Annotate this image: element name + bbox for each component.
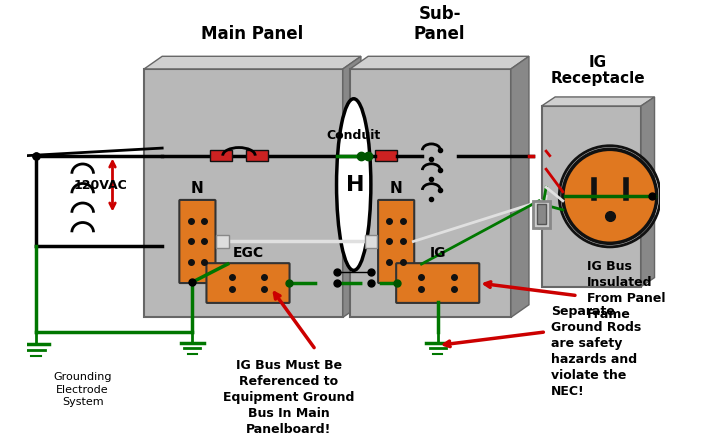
- Polygon shape: [144, 56, 361, 69]
- Circle shape: [563, 149, 657, 243]
- Polygon shape: [343, 56, 361, 317]
- Polygon shape: [542, 106, 641, 287]
- Bar: [365, 235, 377, 248]
- FancyBboxPatch shape: [207, 263, 290, 303]
- FancyBboxPatch shape: [378, 200, 414, 283]
- Text: H: H: [346, 175, 365, 194]
- Text: IG
Receptacle: IG Receptacle: [551, 55, 646, 86]
- Text: Conduit: Conduit: [327, 129, 381, 142]
- Bar: [246, 150, 268, 161]
- Bar: [217, 235, 229, 248]
- Text: N: N: [191, 181, 204, 196]
- Bar: [375, 150, 397, 161]
- Polygon shape: [144, 69, 343, 317]
- Bar: [533, 201, 550, 228]
- Polygon shape: [511, 56, 529, 317]
- FancyBboxPatch shape: [396, 263, 479, 303]
- Text: N: N: [390, 181, 402, 196]
- Text: EGC: EGC: [233, 245, 264, 260]
- Ellipse shape: [336, 99, 371, 270]
- Text: Main Panel: Main Panel: [201, 25, 304, 43]
- Text: IG Bus
Insulated
From Panel
Frame: IG Bus Insulated From Panel Frame: [587, 260, 665, 321]
- FancyBboxPatch shape: [179, 200, 215, 283]
- Polygon shape: [641, 97, 655, 287]
- Text: IG: IG: [430, 245, 446, 260]
- Text: 120VAC: 120VAC: [74, 179, 128, 191]
- Polygon shape: [542, 97, 655, 106]
- Text: IG Bus Must Be
Referenced to
Equipment Ground
Bus In Main
Panelboard!: IG Bus Must Be Referenced to Equipment G…: [223, 359, 354, 436]
- Bar: [537, 205, 546, 224]
- Text: Separate
Ground Rods
are safety
hazards and
violate the
NEC!: Separate Ground Rods are safety hazards …: [551, 305, 641, 398]
- Polygon shape: [350, 69, 511, 317]
- Bar: [210, 150, 232, 161]
- Text: Grounding
Electrode
System: Grounding Electrode System: [53, 373, 112, 407]
- Polygon shape: [350, 56, 529, 69]
- Text: Sub-
Panel: Sub- Panel: [414, 5, 465, 43]
